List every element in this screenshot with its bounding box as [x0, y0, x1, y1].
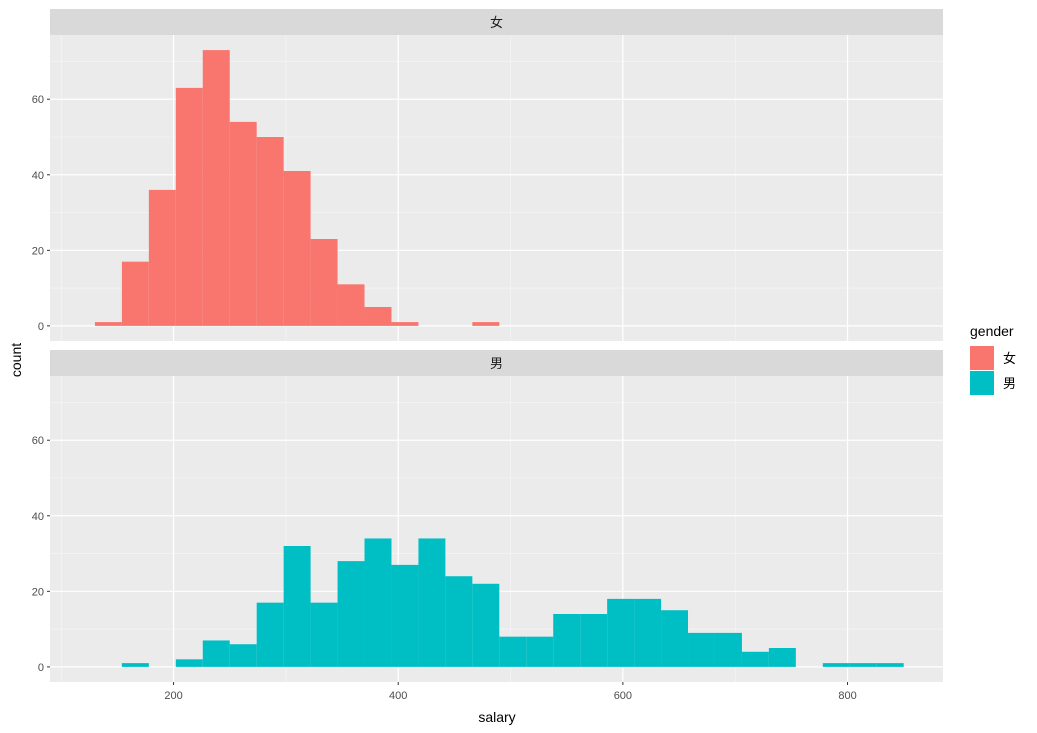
histogram-bar [175, 87, 203, 326]
histogram-bar [634, 598, 662, 667]
y-tick-label: 40 [32, 170, 44, 182]
histogram-bar [229, 644, 257, 667]
histogram-bar [364, 538, 392, 667]
histogram-bar [714, 632, 742, 667]
histogram-bar [94, 322, 122, 326]
histogram-bar [391, 322, 419, 326]
x-tick-label: 200 [164, 690, 182, 702]
y-tick-label: 20 [32, 245, 44, 257]
facet-panel-1: 女 0 20 40 60 [32, 9, 943, 341]
facet-strip-label: 男 [490, 356, 503, 371]
facet-panel-2: 男 0 20 40 60 [32, 350, 943, 682]
y-tick-label: 0 [38, 321, 44, 333]
y-axis-title: count [8, 343, 24, 377]
histogram-bar [876, 663, 904, 667]
y-tick-label: 40 [32, 511, 44, 523]
histogram-bar [364, 307, 392, 326]
histogram-bar [822, 663, 850, 667]
y-tick-label: 60 [32, 94, 44, 106]
legend-key-label: 女 [1003, 351, 1016, 366]
histogram-bar [553, 614, 581, 667]
histogram-bar [472, 583, 500, 667]
x-axis-title: salary [478, 709, 515, 725]
histogram-bar [688, 632, 715, 667]
histogram-bar [849, 663, 877, 667]
histogram-bar [256, 602, 284, 667]
facet-strip [50, 9, 943, 35]
facet-strip-label: 女 [490, 15, 503, 30]
histogram-bar [337, 561, 365, 667]
y-tick-label: 20 [32, 586, 44, 598]
facet-strip [50, 350, 943, 376]
histogram-bar [175, 659, 203, 667]
histogram-bar [148, 189, 176, 326]
histogram-bar [229, 121, 257, 326]
histogram-bar [499, 636, 527, 667]
x-tick-label: 800 [838, 690, 856, 702]
histogram-bar [768, 648, 796, 667]
histogram-bar [472, 322, 500, 326]
histogram-bar [580, 614, 608, 667]
y-tick-label: 60 [32, 435, 44, 447]
legend-title: gender [970, 323, 1014, 339]
legend-key-label: 男 [1003, 376, 1016, 391]
histogram-bar [741, 651, 769, 667]
legend-key-swatch [970, 346, 994, 370]
histogram-bar [202, 50, 230, 326]
histogram-bar [607, 598, 635, 667]
facet-panels: 女 0 20 40 60 男 0 20 40 60 [32, 9, 943, 682]
x-tick-label: 400 [389, 690, 407, 702]
histogram-bar [121, 663, 149, 667]
histogram-bar [202, 640, 230, 667]
histogram-bar [283, 171, 311, 326]
histogram-bar [121, 261, 149, 326]
x-tick-label: 600 [614, 690, 632, 702]
histogram-bar [256, 137, 284, 326]
y-tick-label: 0 [38, 662, 44, 674]
histogram-bar [391, 564, 419, 667]
histogram-bar [310, 239, 338, 326]
histogram-bar [526, 636, 554, 667]
histogram-bar [283, 546, 311, 667]
histogram-bar [661, 610, 689, 667]
legend-key-swatch [970, 371, 994, 395]
histogram-bar [445, 576, 473, 667]
histogram-bar [337, 284, 365, 326]
legend: gender 女男 [970, 323, 1016, 395]
x-axis: 200 400 600 800 [164, 682, 857, 702]
histogram-bar [310, 602, 338, 667]
histogram-bar [418, 538, 446, 667]
